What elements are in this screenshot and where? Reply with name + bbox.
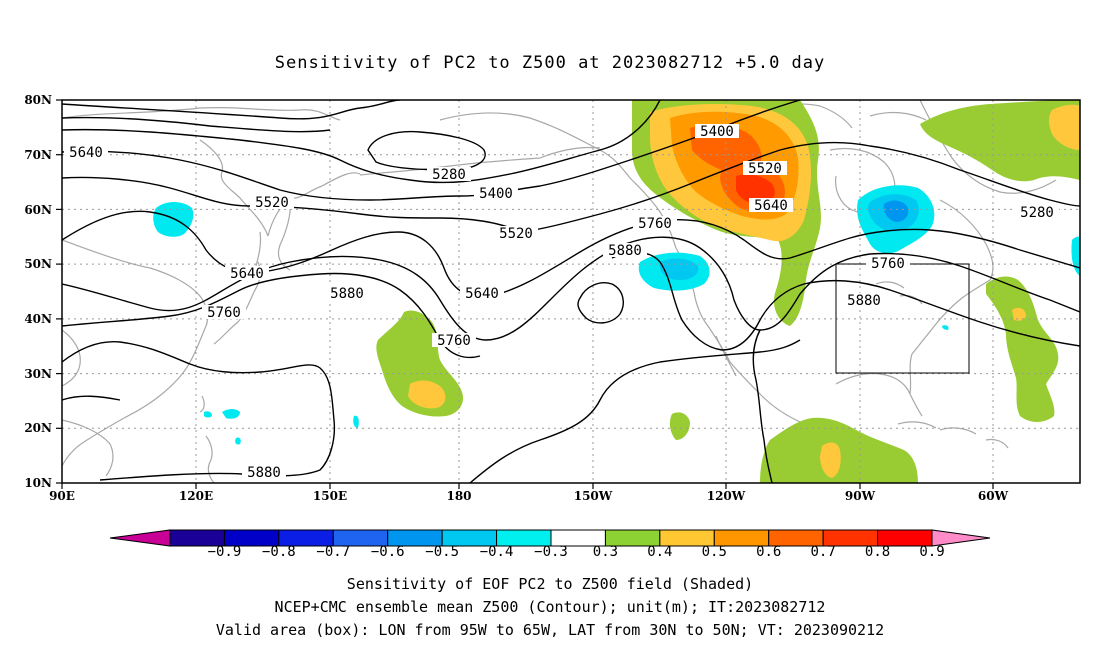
lon-tick-label: 90E bbox=[49, 489, 75, 503]
lat-tick-label: 10N bbox=[24, 476, 52, 490]
lat-tick-label: 80N bbox=[24, 93, 52, 107]
positive-sensitivity-shading bbox=[376, 100, 1080, 483]
caption-line-2: NCEP+CMC ensemble mean Z500 (Contour); u… bbox=[275, 598, 826, 616]
contour-label: 5280 bbox=[432, 167, 466, 183]
contour-label: 5760 bbox=[437, 333, 471, 349]
lat-tick-label: 60N bbox=[24, 203, 52, 217]
map-title: Sensitivity of PC2 to Z500 at 2023082712… bbox=[275, 53, 826, 73]
colorbar-right-arrow bbox=[931, 529, 991, 547]
lon-tick-label: 120W bbox=[707, 489, 746, 503]
contour-label: 5280 bbox=[1020, 205, 1054, 221]
colorbar-label: 0.3 bbox=[593, 544, 618, 560]
map-area: 5640 5520 5640 5760 5880 5880 5280 5400 … bbox=[24, 93, 1081, 503]
colorbar-label: 0.7 bbox=[810, 544, 835, 560]
colorbar-left-arrow bbox=[109, 529, 171, 547]
lat-tick-label: 20N bbox=[24, 421, 52, 435]
colorbar-label: 0.8 bbox=[865, 544, 890, 560]
lon-tick-label: 150E bbox=[313, 489, 347, 503]
lat-tick-label: 50N bbox=[24, 257, 52, 271]
contour-label: 5640 bbox=[69, 145, 103, 161]
contour-label: 5760 bbox=[207, 305, 241, 321]
contour-label: 5640 bbox=[754, 198, 788, 214]
latitude-labels: 80N 70N 60N 50N 40N 30N 20N 10N bbox=[24, 93, 52, 490]
contour-label: 5520 bbox=[499, 226, 533, 242]
lat-tick-label: 40N bbox=[24, 312, 52, 326]
colorbar-label: 0.6 bbox=[756, 544, 781, 560]
lon-tick-label: 120E bbox=[179, 489, 213, 503]
contour-label: 5880 bbox=[847, 293, 881, 309]
contour-label: 5880 bbox=[247, 465, 281, 481]
colorbar-label: −0.6 bbox=[371, 544, 405, 560]
longitude-labels: 90E 120E 150E 180 150W 120W 90W 60W bbox=[49, 489, 1009, 503]
map-frame bbox=[61, 99, 1081, 484]
contour-label: 5640 bbox=[465, 286, 499, 302]
lat-tick-label: 70N bbox=[24, 148, 52, 162]
caption-line-1: Sensitivity of EOF PC2 to Z500 field (Sh… bbox=[347, 575, 753, 593]
contour-labels: 5640 5520 5640 5760 5880 5880 5280 5400 … bbox=[64, 124, 1059, 481]
colorbar-label: −0.9 bbox=[208, 544, 242, 560]
colorbar: −0.9 −0.8 −0.7 −0.6 −0.5 −0.4 −0.3 0.3 0.4 0.5 0.6… bbox=[109, 529, 991, 560]
colorbar-label: −0.7 bbox=[316, 544, 350, 560]
contour-label: 5760 bbox=[638, 216, 672, 232]
colorbar-label: −0.3 bbox=[534, 544, 568, 560]
contour-label: 5880 bbox=[330, 286, 364, 302]
lon-tick-label: 60W bbox=[978, 489, 1009, 503]
colorbar-label: 0.9 bbox=[919, 544, 944, 560]
lon-tick-label: 180 bbox=[446, 489, 471, 503]
contour-label: 5640 bbox=[230, 266, 264, 282]
colorbar-label: −0.8 bbox=[262, 544, 296, 560]
contour-label: 5400 bbox=[700, 124, 734, 140]
colorbar-label: −0.5 bbox=[425, 544, 459, 560]
caption-line-3: Valid area (box): LON from 95W to 65W, L… bbox=[216, 621, 884, 639]
colorbar-label: −0.4 bbox=[480, 544, 514, 560]
contour-label: 5520 bbox=[255, 195, 289, 211]
negative-sensitivity-shading bbox=[153, 185, 1080, 445]
colorbar-label: 0.5 bbox=[702, 544, 727, 560]
caption: Sensitivity of EOF PC2 to Z500 field (Sh… bbox=[216, 575, 884, 639]
lon-tick-label: 90W bbox=[845, 489, 876, 503]
lon-tick-label: 150W bbox=[574, 489, 613, 503]
colorbar-label: 0.4 bbox=[647, 544, 672, 560]
contour-label: 5880 bbox=[608, 243, 642, 259]
contour-label: 5520 bbox=[748, 161, 782, 177]
lat-tick-label: 30N bbox=[24, 367, 52, 381]
contour-label: 5400 bbox=[479, 186, 513, 202]
contour-label: 5760 bbox=[871, 256, 905, 272]
